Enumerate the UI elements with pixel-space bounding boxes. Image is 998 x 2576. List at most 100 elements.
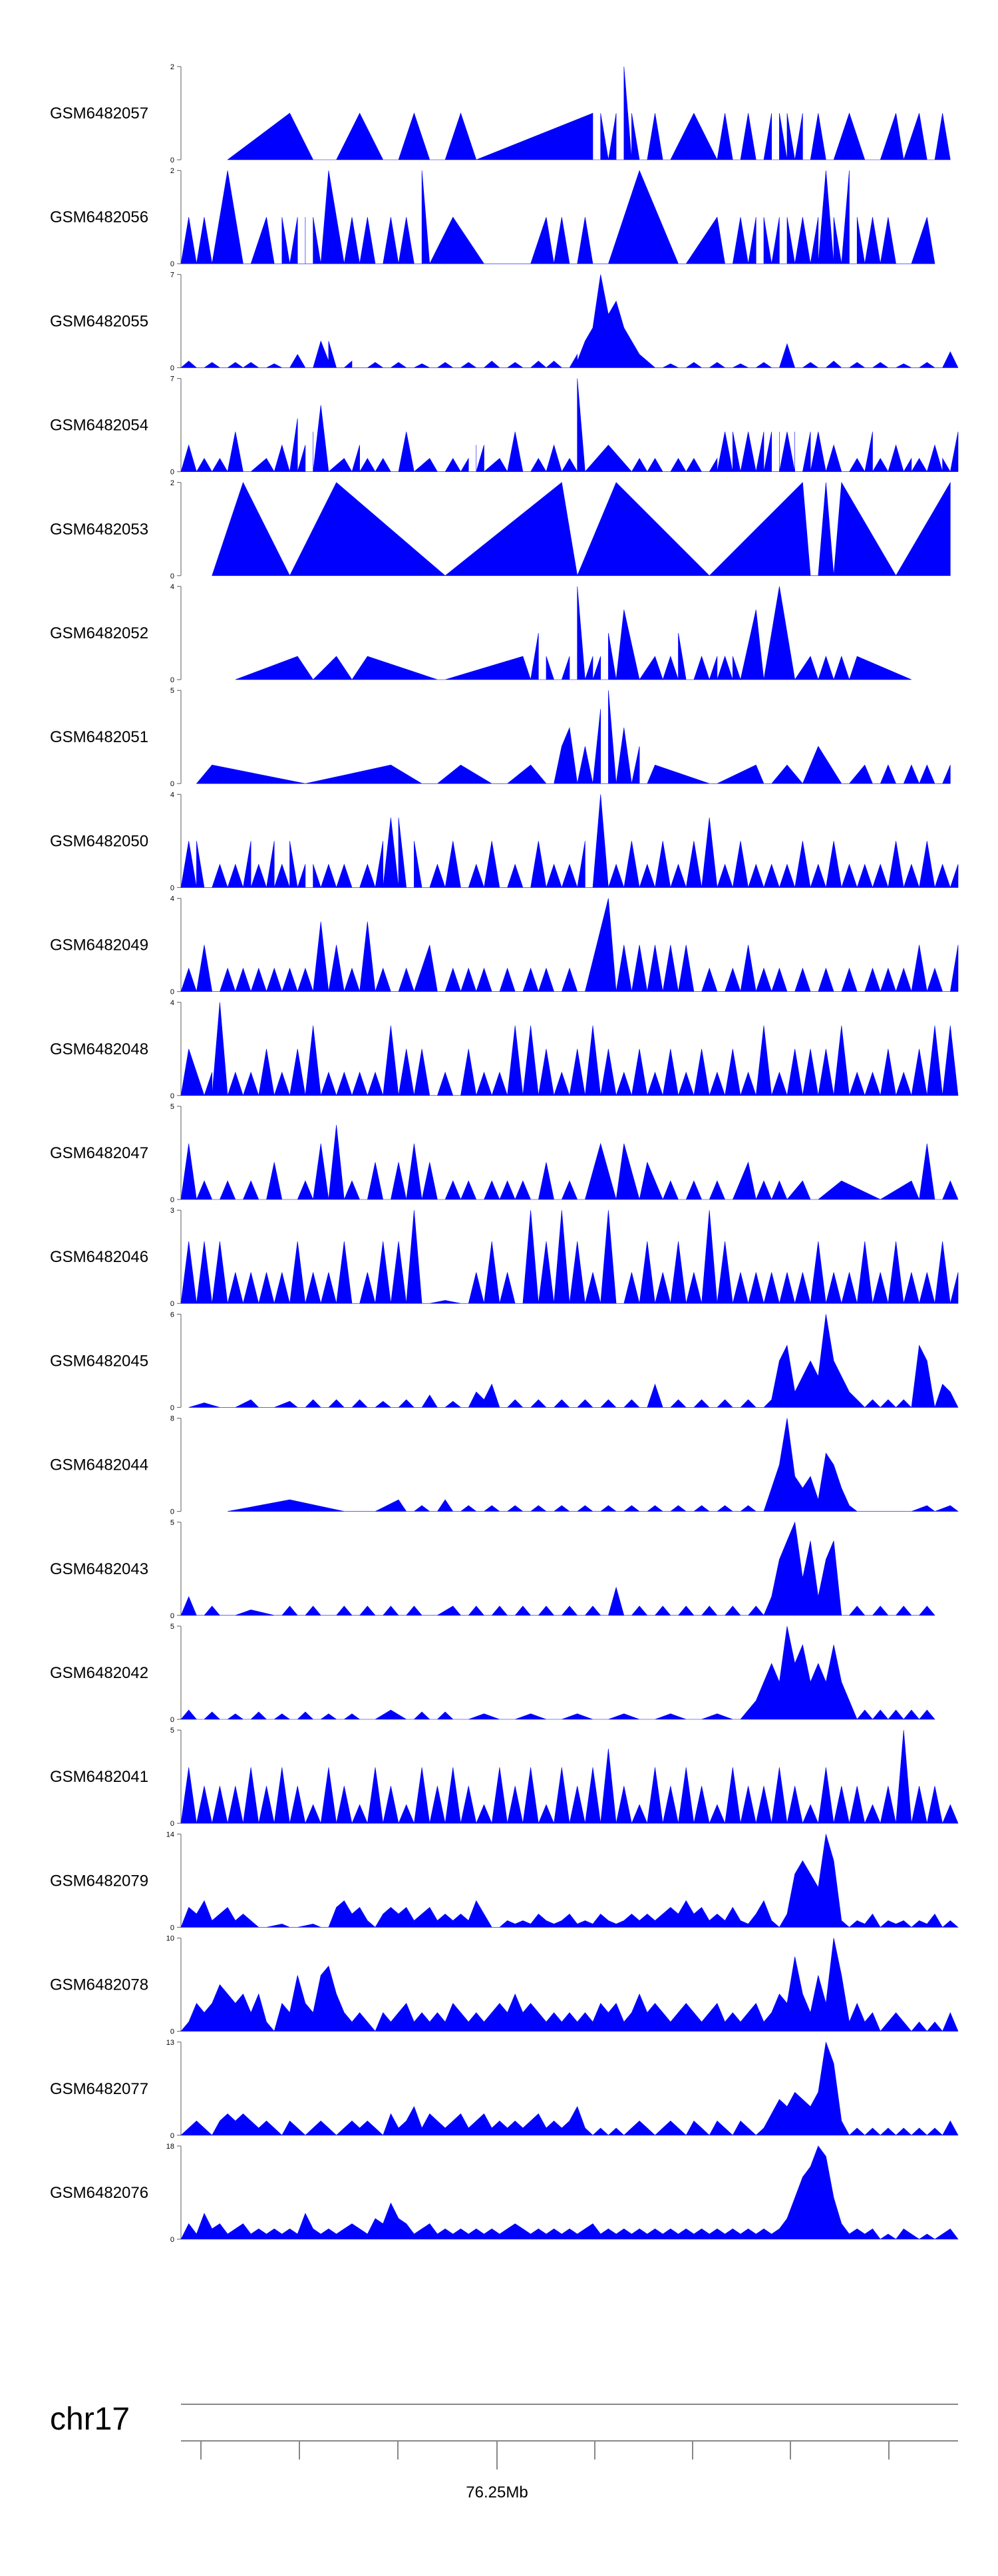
genome-axis-ticks [200,2441,890,2469]
signal-area [228,1418,959,1512]
signal-area [180,794,959,889]
track-label: GSM6482046 [50,1248,148,1266]
y-tick-label-max: 3 [170,1207,174,1215]
track-GSM6482049: GSM6482049 4 0 [50,895,959,996]
track-GSM6482055: GSM6482055 7 0 [50,271,959,372]
y-tick-label-zero: 0 [170,884,174,892]
signal-area [180,170,935,265]
track-label: GSM6482048 [50,1040,148,1058]
y-tick-label-zero: 0 [170,469,174,477]
y-tick-label-max: 18 [166,2143,174,2151]
track-GSM6482041: GSM6482041 5 0 [50,1727,959,1828]
signal-area [196,690,951,784]
signal-area [180,1625,935,1720]
track-label: GSM6482049 [50,937,148,955]
y-tick-label-max: 2 [170,63,174,71]
y-tick-label-zero: 0 [170,1612,174,1620]
signal-area [180,1124,959,1201]
y-tick-label-zero: 0 [170,1716,174,1724]
track-label: GSM6482050 [50,832,148,850]
y-tick-label-zero: 0 [170,1196,174,1204]
track-GSM6482042: GSM6482042 5 0 [50,1623,935,1724]
track-GSM6482056: GSM6482056 2 0 [50,167,935,268]
y-tick-label-max: 6 [170,1311,174,1319]
track-label: GSM6482079 [50,1872,148,1890]
y-tick-label-max: 8 [170,1415,174,1423]
y-tick-label-max: 7 [170,271,174,279]
signal-area [212,481,951,576]
track-GSM6482076: GSM6482076 18 0 [50,2143,959,2244]
track-GSM6482079: GSM6482079 14 0 [50,1830,959,1932]
track-label: GSM6482045 [50,1352,148,1370]
signal-area [180,1521,935,1616]
track-GSM6482078: GSM6482078 10 0 [50,1935,959,2036]
signal-tracks: GSM648205720GSM648205620GSM648205570GSM6… [50,63,959,2244]
chromosome-label: chr17 [50,2402,130,2437]
track-GSM6482046: GSM6482046 3 0 [50,1207,959,1308]
y-tick-label-max: 5 [170,1103,174,1111]
signal-area [180,274,959,368]
y-tick-label-max: 14 [166,1830,174,1838]
y-tick-label-zero: 0 [170,156,174,164]
track-GSM6482054: GSM6482054 7 0 [50,375,959,477]
position-tick-label: 76.25Mb [466,2483,528,2501]
track-label: GSM6482043 [50,1560,148,1578]
track-label: GSM6482047 [50,1144,148,1162]
signal-area [180,2145,959,2240]
track-label: GSM6482052 [50,624,148,642]
track-label: GSM6482056 [50,208,148,226]
signal-area [180,898,959,992]
signal-area [180,1002,959,1096]
signal-area [180,378,959,473]
y-tick-label-zero: 0 [170,1924,174,1932]
track-label: GSM6482055 [50,312,148,330]
y-tick-label-zero: 0 [170,572,174,580]
y-tick-label-zero: 0 [170,2132,174,2140]
signal-area [188,1314,959,1408]
track-GSM6482053: GSM6482053 2 0 [50,479,951,580]
track-GSM6482048: GSM6482048 4 0 [50,999,959,1100]
track-label: GSM6482054 [50,417,148,435]
track-label: GSM6482051 [50,728,148,746]
y-tick-label-zero: 0 [170,780,174,788]
track-label: GSM6482057 [50,105,148,122]
track-GSM6482057: GSM6482057 2 0 [50,63,951,164]
y-tick-label-zero: 0 [170,2028,174,2036]
y-tick-label-zero: 0 [170,1404,174,1412]
y-tick-label-max: 10 [166,1935,174,1943]
y-tick-label-zero: 0 [170,988,174,996]
y-tick-label-zero: 0 [170,1820,174,1828]
y-tick-label-max: 2 [170,167,174,175]
y-tick-label-max: 4 [170,583,174,591]
y-tick-label-zero: 0 [170,1300,174,1308]
signal-area [180,2041,959,2136]
y-tick-label-max: 2 [170,479,174,487]
y-tick-label-max: 5 [170,1727,174,1735]
track-GSM6482044: GSM6482044 8 0 [50,1415,959,1516]
track-label: GSM6482044 [50,1456,148,1474]
y-tick-label-max: 5 [170,1623,174,1631]
y-tick-label-zero: 0 [170,260,174,268]
signal-area [180,1834,959,1928]
track-GSM6482050: GSM6482050 4 0 [50,791,959,892]
y-tick-label-max: 13 [166,2039,174,2047]
track-label: GSM6482053 [50,521,148,538]
track-label: GSM6482041 [50,1768,148,1786]
track-GSM6482043: GSM6482043 5 0 [50,1519,935,1620]
track-GSM6482052: GSM6482052 4 0 [50,583,912,684]
y-tick-label-max: 5 [170,687,174,695]
signal-area [235,586,912,681]
y-tick-label-zero: 0 [170,1508,174,1516]
track-GSM6482077: GSM6482077 13 0 [50,2039,959,2140]
y-tick-label-zero: 0 [170,676,174,684]
y-tick-label-max: 4 [170,791,174,799]
signal-area [180,1210,959,1304]
track-GSM6482051: GSM6482051 5 0 [50,687,951,788]
track-label: GSM6482078 [50,1976,148,1994]
track-label: GSM6482076 [50,2184,148,2202]
y-tick-label-max: 4 [170,895,174,903]
y-tick-label-max: 7 [170,375,174,383]
track-label: GSM6482077 [50,2080,148,2098]
signal-area [227,66,951,160]
